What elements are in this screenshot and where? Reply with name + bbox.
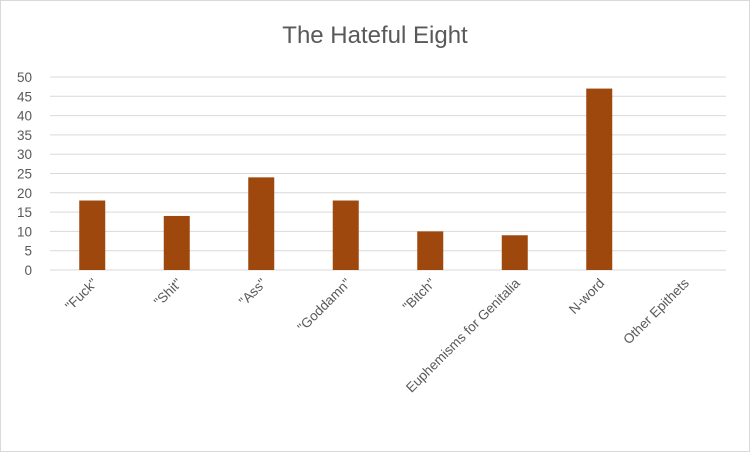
x-axis-labels: "Fuck" "Shit" "Ass" "Goddamn" "Bitch"Euphemi… [62,275,692,395]
bar [79,200,106,270]
bar [417,231,444,270]
x-category-label: N-word [566,276,607,317]
bar [248,177,275,270]
gridlines [50,76,726,271]
x-category-label: "Shit" [151,275,185,309]
y-tick-label: 15 [17,205,32,220]
y-tick-label: 40 [17,109,32,124]
y-tick-label: 45 [17,89,32,104]
x-category-label: "Fuck" [62,275,100,313]
bar [332,200,359,270]
y-axis-ticks: 0 5 10 15 20 25 30 35 40 45 50 [17,70,32,278]
x-category-label: "Ass" [236,275,269,308]
y-tick-label: 30 [17,147,32,162]
y-tick-label: 35 [17,128,32,143]
y-tick-label: 5 [24,244,32,259]
y-tick-label: 20 [17,186,32,201]
x-category-label: "Goddamn" [295,275,354,334]
x-category-label: Other Epithets [620,275,692,347]
chart-title: The Hateful Eight [282,22,468,49]
y-tick-label: 10 [17,224,32,239]
x-category-label: "Bitch" [400,275,439,314]
bar [586,88,613,270]
y-tick-label: 25 [17,167,32,182]
y-tick-label: 0 [24,263,32,278]
y-tick-label: 50 [17,70,32,85]
bar [163,215,190,270]
bars [79,88,613,270]
bar [501,235,528,270]
